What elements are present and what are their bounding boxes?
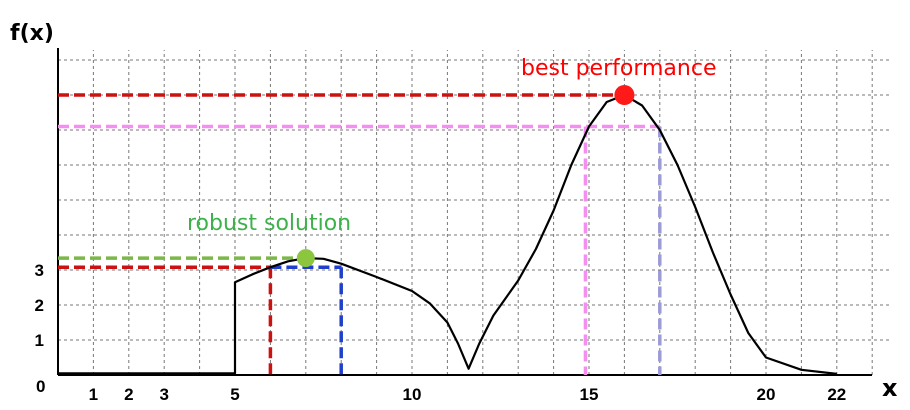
x-tick-label: 1 xyxy=(89,385,98,404)
y-axis-title: f(x) xyxy=(10,21,54,46)
axes xyxy=(57,48,872,376)
x-tick-label: 15 xyxy=(580,385,599,404)
y-tick-label: 3 xyxy=(35,261,44,280)
y-tick-label: 2 xyxy=(35,296,44,315)
origin-label: 0 xyxy=(36,377,45,396)
best-performance-label: best performance xyxy=(521,56,716,81)
grid xyxy=(58,50,890,375)
highlight-points xyxy=(296,85,635,268)
x-tick-label: 22 xyxy=(827,385,846,404)
robust-solution-point xyxy=(296,249,315,268)
x-axis-title: x xyxy=(882,374,898,402)
guide-lines xyxy=(58,93,662,375)
robust-solution-label: robust solution xyxy=(187,211,351,236)
x-tick-label: 2 xyxy=(124,385,133,404)
x-tick-label: 10 xyxy=(403,385,422,404)
x-tick-label: 5 xyxy=(230,385,239,404)
best-performance-point xyxy=(614,85,635,105)
x-tick-label: 3 xyxy=(159,385,168,404)
y-tick-label: 1 xyxy=(35,331,44,350)
x-tick-label: 20 xyxy=(757,385,776,404)
tick-labels: 1 2 3 5 10 15 20 22 1 2 3 xyxy=(35,261,847,404)
